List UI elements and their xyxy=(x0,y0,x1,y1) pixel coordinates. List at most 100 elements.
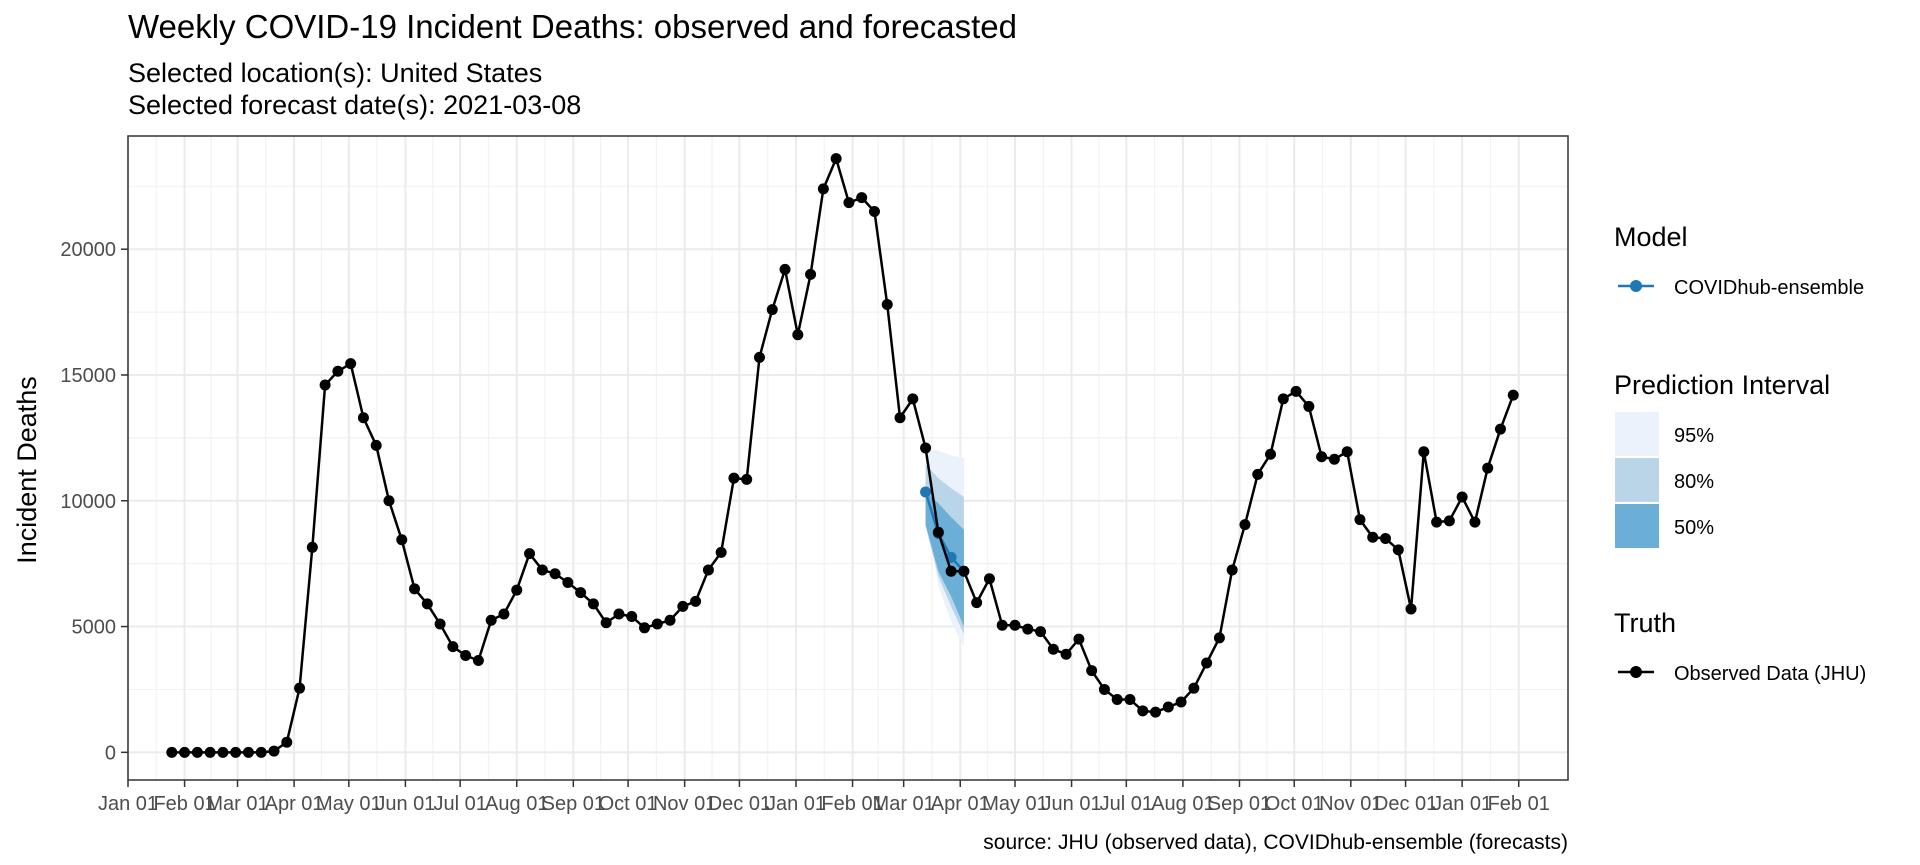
chart-subtitle-date: Selected forecast date(s): 2021-03-08 xyxy=(128,90,581,120)
x-tick-label: Aug 01 xyxy=(485,793,548,815)
chart-subtitle-location: Selected location(s): United States xyxy=(128,58,542,88)
chart-caption: source: JHU (observed data), COVIDhub-en… xyxy=(983,831,1568,854)
x-tick-label: May 01 xyxy=(982,793,1048,815)
observed-point xyxy=(1469,516,1481,528)
observed-point xyxy=(1290,385,1302,397)
x-tick-label: Feb 01 xyxy=(821,793,883,815)
observed-point xyxy=(306,541,318,553)
observed-point xyxy=(1201,657,1213,669)
legend: Model COVIDhub-ensemble Prediction Inter… xyxy=(1614,222,1866,685)
forecast-line xyxy=(924,491,965,573)
observed-point xyxy=(281,736,293,748)
observed-point xyxy=(741,473,753,485)
observed-point xyxy=(1073,633,1085,645)
y-tick-label: 15000 xyxy=(60,365,116,387)
x-tick-label: Nov 01 xyxy=(1319,793,1382,815)
observed-point xyxy=(1175,696,1187,708)
observed-point xyxy=(868,205,880,217)
x-tick-label: May 01 xyxy=(316,793,382,815)
observed-point xyxy=(370,439,382,451)
y-tick-label: 5000 xyxy=(72,617,117,639)
observed-point xyxy=(460,649,472,661)
observed-point xyxy=(715,546,727,558)
legend-truth-title: Truth xyxy=(1614,608,1676,638)
observed-point xyxy=(1124,694,1136,705)
y-tick-label: 0 xyxy=(105,742,116,764)
observed-point xyxy=(1047,643,1059,655)
observed-point xyxy=(1150,706,1162,718)
observed-point xyxy=(166,746,178,758)
forecast-point xyxy=(920,486,932,498)
observed-point xyxy=(409,583,421,595)
observed-point xyxy=(1162,701,1174,713)
legend-model-title: Model xyxy=(1614,222,1688,252)
observed-point xyxy=(766,304,778,316)
observed-point xyxy=(1137,705,1149,717)
legend-model-point xyxy=(1630,280,1642,292)
y-tick-label: 10000 xyxy=(60,491,116,513)
observed-point xyxy=(702,564,714,576)
plot-area xyxy=(128,136,1568,780)
x-tick-label: Oct 01 xyxy=(599,793,658,815)
x-tick-label: Dec 01 xyxy=(708,793,771,815)
observed-point xyxy=(511,584,523,596)
observed-point xyxy=(1226,564,1238,576)
x-tick-label: Aug 01 xyxy=(1151,793,1214,815)
x-tick-label: Feb 01 xyxy=(1488,793,1550,815)
y-axis-title: Incident Deaths xyxy=(12,376,42,564)
observed-point xyxy=(1431,516,1443,528)
observed-point xyxy=(971,597,983,609)
observed-point xyxy=(179,746,191,758)
observed-point xyxy=(1265,448,1277,460)
observed-point xyxy=(1507,389,1519,401)
observed-point xyxy=(1316,451,1328,463)
observed-point xyxy=(319,379,331,391)
observed-point xyxy=(421,598,433,610)
observed-point xyxy=(345,358,357,370)
x-tick-label: Nov 01 xyxy=(653,793,716,815)
observed-point xyxy=(856,192,868,204)
observed-point xyxy=(498,608,510,620)
legend-truth-label: Observed Data (JHU) xyxy=(1674,663,1866,685)
plot-background xyxy=(128,136,1568,780)
observed-point xyxy=(1303,400,1315,412)
legend-interval-label-50: 50% xyxy=(1674,517,1714,539)
observed-point xyxy=(524,548,536,560)
legend-swatch-95 xyxy=(1615,412,1659,456)
observed-point xyxy=(996,619,1008,631)
observed-point xyxy=(204,746,216,758)
observed-point xyxy=(677,600,689,612)
observed-point xyxy=(1405,603,1417,615)
observed-point xyxy=(1035,626,1047,638)
observed-point xyxy=(191,746,203,758)
observed-point xyxy=(1213,632,1225,644)
observed-point xyxy=(1354,514,1366,526)
observed-point xyxy=(1022,623,1034,635)
legend-model-label: COVIDhub-ensemble xyxy=(1674,277,1864,299)
observed-point xyxy=(1111,694,1123,705)
legend-interval-title: Prediction Interval xyxy=(1614,370,1830,400)
legend-swatch-50 xyxy=(1615,504,1659,548)
x-tick-label: Mar 01 xyxy=(206,793,268,815)
observed-point xyxy=(983,573,995,585)
observed-point xyxy=(843,197,855,209)
observed-point xyxy=(945,565,957,577)
observed-point xyxy=(434,618,446,630)
observed-point xyxy=(1086,665,1098,677)
x-tick-label: Jan 01 xyxy=(1432,793,1492,815)
observed-point xyxy=(1379,533,1391,544)
observed-point xyxy=(779,263,791,275)
x-tick-label: Jul 01 xyxy=(1100,793,1153,815)
x-tick-label: Sep 01 xyxy=(1208,793,1271,815)
observed-point xyxy=(626,610,638,622)
observed-point xyxy=(217,746,229,758)
x-tick-label: Mar 01 xyxy=(873,793,935,815)
x-tick-label: Jul 01 xyxy=(433,793,486,815)
x-tick-label: Jun 01 xyxy=(1042,793,1102,815)
legend-interval-label-95: 95% xyxy=(1674,425,1714,447)
x-tick-label: Feb 01 xyxy=(153,793,215,815)
observed-point xyxy=(728,472,740,484)
observed-point xyxy=(396,534,408,546)
